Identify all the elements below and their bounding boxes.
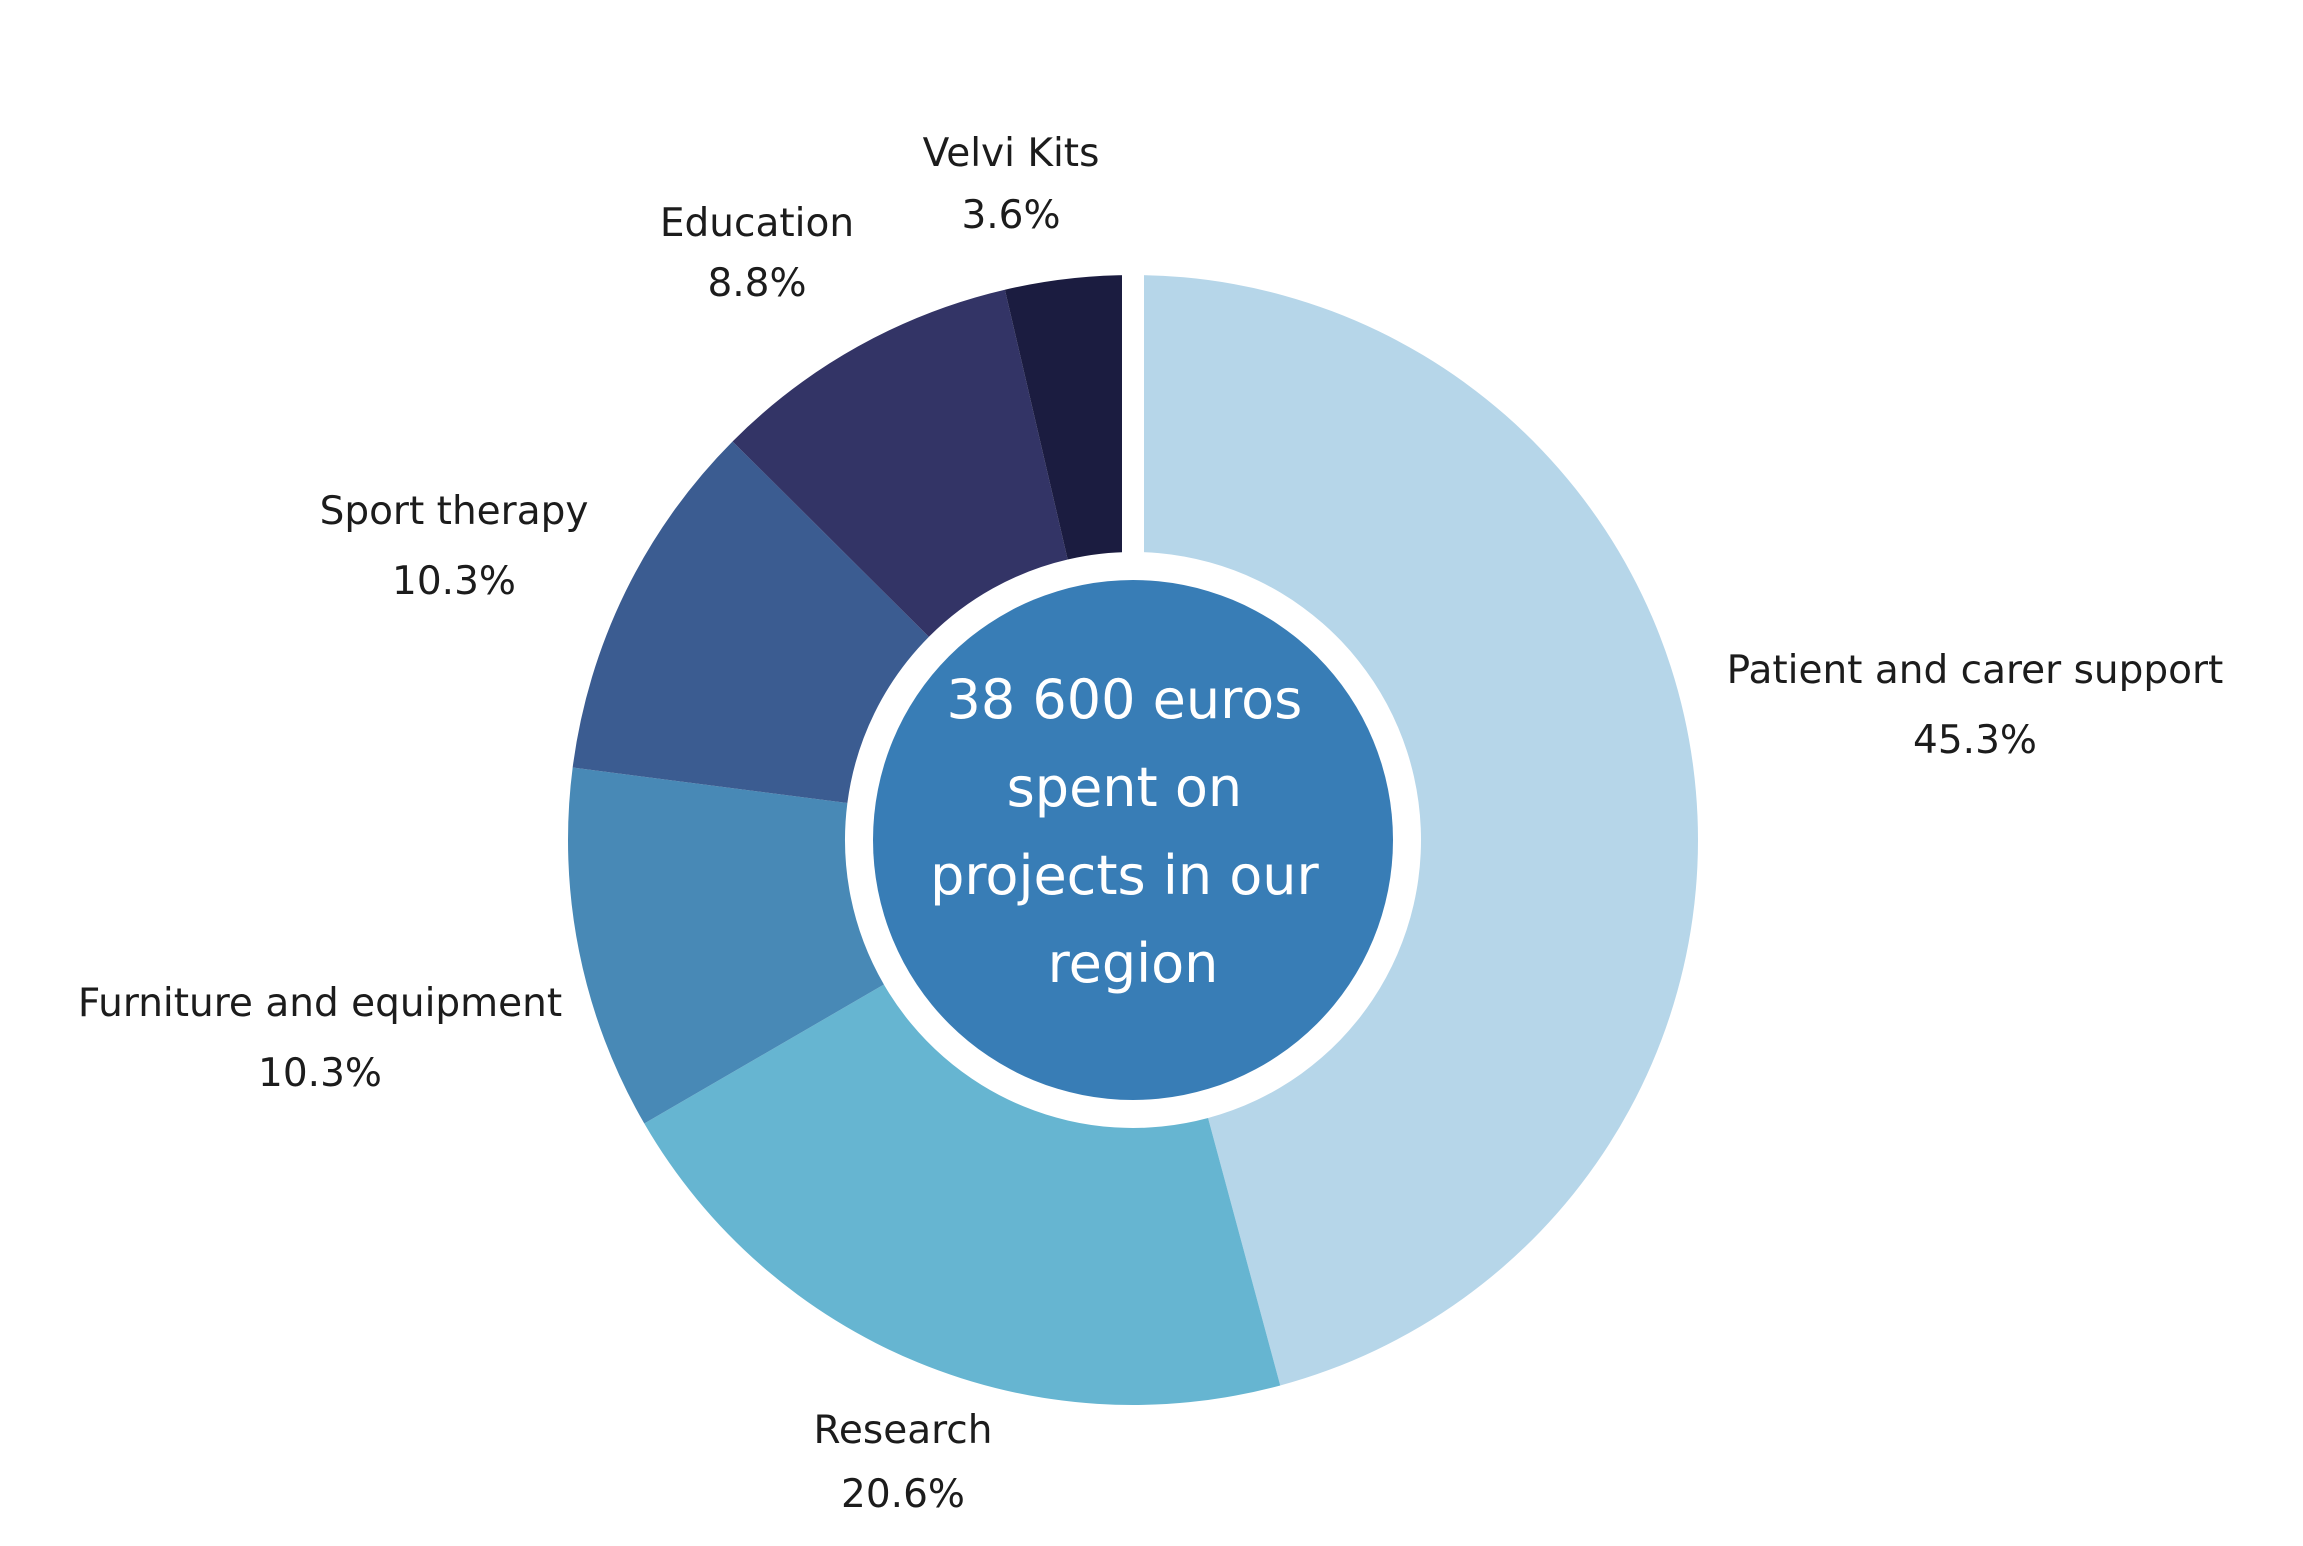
slice-value-label: 8.8%	[707, 261, 806, 306]
slice-label: Patient and carer support	[1727, 648, 2224, 693]
center-circle	[873, 580, 1393, 1100]
labels-group: Patient and carer support 45.3% Research 20…	[78, 131, 2223, 1517]
slice-value-label: 10.3%	[258, 1051, 382, 1096]
slices-group	[568, 269, 1698, 1406]
slice-label: Education	[660, 201, 854, 246]
center-label-line: 38 600 euros	[947, 668, 1303, 731]
slice-value-label: 3.6%	[961, 193, 1060, 238]
slice-sport-therapy	[572, 441, 929, 804]
slice-label: Research	[814, 1408, 993, 1453]
slice-research	[644, 984, 1281, 1406]
slice-label: Velvi Kits	[923, 131, 1100, 176]
slice-value-label: 45.3%	[1913, 718, 2037, 763]
slice-patient-and-carer-support	[1133, 275, 1698, 1386]
center-label-line: spent on	[1007, 756, 1242, 819]
center-label: 38 600 euros spent on projects in our re…	[930, 668, 1336, 995]
slice-furniture-and-equipment	[568, 767, 884, 1124]
slice-value-label: 10.3%	[392, 559, 516, 604]
slice-label: Sport therapy	[320, 489, 589, 534]
slice-education	[732, 289, 1068, 637]
slice-label: Furniture and equipment	[78, 981, 562, 1026]
slice-value-label: 20.6%	[841, 1472, 965, 1517]
center-label-line: region	[1048, 932, 1219, 995]
center-label-line: projects in our	[930, 844, 1319, 907]
slice-velvi-kits	[1004, 275, 1133, 560]
